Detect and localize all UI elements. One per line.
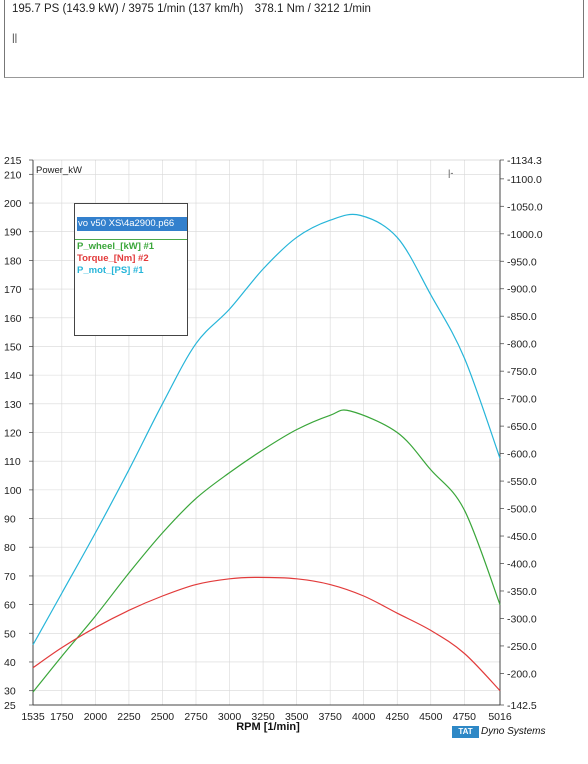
x-tick-label: 1750	[50, 711, 74, 723]
series-label: Power_kW	[36, 165, 82, 176]
right-tick-label: -450.0	[507, 531, 537, 543]
corner-mark: |-	[448, 168, 454, 178]
left-tick-label: 200	[4, 198, 22, 210]
x-tick-label: 4000	[352, 711, 376, 723]
left-tick-label: 130	[4, 399, 22, 411]
right-tick-label: -900.0	[507, 284, 537, 296]
right-tick-label: -800.0	[507, 339, 537, 351]
right-tick-label: -1050.0	[507, 201, 543, 213]
x-tick-label: 3250	[251, 711, 275, 723]
x-tick-label: 1535	[21, 711, 45, 723]
left-tick-label: 180	[4, 255, 22, 267]
right-tick-label: -700.0	[507, 394, 537, 406]
left-tick-label: 60	[4, 600, 16, 612]
left-tick-label: 140	[4, 370, 22, 382]
legend-file-selected[interactable]: vo v50 XS\4a2900.p66	[77, 217, 187, 231]
right-tick-label: -1134.3	[507, 155, 542, 167]
x-tick-label: 4750	[453, 711, 477, 723]
left-tick-label: 70	[4, 571, 16, 583]
x-tick-label: 2500	[151, 711, 175, 723]
right-tick-label: -250.0	[507, 641, 537, 653]
brand-name: Dyno Systems	[481, 726, 546, 737]
grid-lines	[33, 160, 500, 705]
left-tick-label: 210	[4, 169, 22, 181]
left-tick-label: 150	[4, 341, 22, 353]
left-tick-label: 80	[4, 542, 16, 554]
right-tick-label: -500.0	[507, 504, 537, 516]
left-tick-label: 100	[4, 485, 22, 497]
series-layer	[32, 213, 501, 693]
left-tick-label: 30	[4, 686, 16, 698]
peak-torque-text: 378.1 Nm / 3212 1/min	[254, 3, 371, 15]
right-tick-label: -600.0	[507, 449, 537, 461]
header-panel: 195.7 PS (143.9 kW) / 3975 1/min (137 km…	[4, 0, 584, 78]
left-tick-label: 90	[4, 514, 16, 526]
left-tick-label: 110	[4, 456, 21, 468]
x-tick-label: 3500	[285, 711, 309, 723]
x-tick-label: 5016	[488, 711, 512, 723]
peak-power-text: 195.7 PS (143.9 kW) / 3975 1/min (137 km…	[12, 3, 244, 15]
left-tick-label: 190	[4, 227, 22, 239]
legend-divider	[75, 239, 187, 240]
legend-item-wheel-power[interactable]: P_wheel_[kW] #1	[77, 241, 155, 252]
right-tick-label: -550.0	[507, 476, 537, 488]
right-tick-label: -1100.0	[507, 174, 542, 186]
x-tick-label: 2000	[84, 711, 108, 723]
right-tick-label: -350.0	[507, 586, 537, 598]
right-tick-label: -300.0	[507, 613, 537, 625]
brand-logo: TAT	[452, 726, 479, 738]
header-mark: ||	[12, 33, 18, 44]
engine-power-curve	[32, 213, 501, 646]
legend-item-torque[interactable]: Torque_[Nm] #2	[77, 253, 149, 264]
torque-curve	[32, 576, 501, 692]
right-tick-label: -142.5	[507, 700, 537, 712]
left-tick-label: 215	[4, 155, 22, 167]
right-tick-label: -650.0	[507, 421, 537, 433]
x-tick-label: 3000	[218, 711, 242, 723]
x-tick-label: 2250	[117, 711, 141, 723]
left-tick-label: 170	[4, 284, 22, 296]
right-tick-label: -850.0	[507, 311, 537, 323]
x-tick-label: 2750	[184, 711, 208, 723]
axes	[29, 159, 504, 706]
right-tick-label: -400.0	[507, 559, 537, 571]
left-tick-label: 50	[4, 628, 16, 640]
right-tick-label: -1000.0	[507, 229, 543, 241]
x-axis-label: RPM [1/min]	[236, 721, 300, 733]
right-tick-label: -750.0	[507, 366, 537, 378]
left-tick-label: 40	[4, 657, 16, 669]
legend-item-engine-power[interactable]: P_mot_[PS] #1	[77, 265, 144, 276]
peak-values-line: 195.7 PS (143.9 kW) / 3975 1/min (137 km…	[12, 3, 379, 15]
wheel-power-curve	[32, 409, 501, 693]
right-tick-label: -200.0	[507, 668, 537, 680]
right-tick-label: -950.0	[507, 256, 537, 268]
x-tick-label: 3750	[318, 711, 342, 723]
x-tick-label: 4500	[419, 711, 443, 723]
left-tick-label: 120	[4, 428, 22, 440]
legend-box[interactable]: vo v50 XS\4a2900.p66 P_wheel_[kW] #1 Tor…	[74, 203, 188, 336]
left-tick-label: 160	[4, 313, 22, 325]
left-tick-label: 25	[4, 700, 16, 712]
tick-labels: 1535 1750 2000 2250 2500 2750 3000 3250 3500 3750…	[4, 155, 543, 723]
x-tick-label: 4250	[386, 711, 410, 723]
